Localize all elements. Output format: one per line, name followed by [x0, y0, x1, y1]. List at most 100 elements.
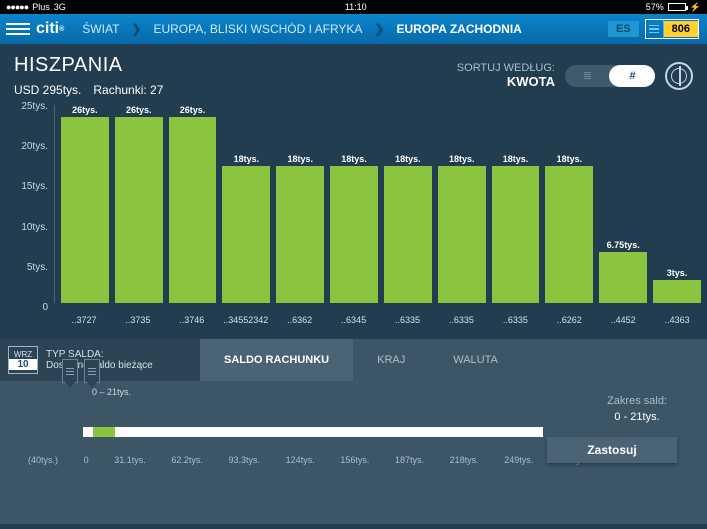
language-button[interactable]: ES [608, 21, 639, 37]
slider-area: 0 – 21tys. Zakres sald: 0 - 21tys. Zasto… [0, 381, 707, 465]
status-bar: ●●●●● Plus 3G 11:10 57% ⚡ [0, 0, 707, 14]
bar[interactable]: 26tys. [61, 105, 109, 303]
bar-rect [653, 280, 701, 303]
y-tick: 10tys. [14, 222, 48, 223]
bar[interactable]: 18tys. [276, 105, 324, 303]
calendar-icon: WRZ 10 [8, 346, 38, 374]
menu-button[interactable] [6, 23, 30, 35]
bar[interactable]: 18tys. [384, 105, 432, 303]
bars-view-icon: ≣ [565, 69, 610, 82]
country-title: HISZPANIA [14, 54, 163, 77]
bar-rect [545, 166, 593, 303]
x-tick: ..4363 [653, 315, 701, 325]
slider-tick: 31.1tys. [114, 455, 146, 465]
globe-icon[interactable] [665, 62, 693, 90]
x-tick: ..3735 [114, 315, 162, 325]
date-cell[interactable]: WRZ 10 TYP SALDA: Dostępne saldo bieżące [0, 339, 200, 381]
bar-value-label: 26tys. [180, 105, 206, 115]
tab-balance[interactable]: SALDO RACHUNKU [200, 339, 353, 381]
bar[interactable]: 18tys. [222, 105, 270, 303]
slider-tick: 187tys. [395, 455, 424, 465]
slider-tick: 62.2tys. [171, 455, 203, 465]
date-day: 10 [9, 359, 37, 370]
account-count: Rachunki: 27 [93, 83, 163, 97]
chevron-icon: ❯ [131, 22, 141, 36]
bar-value-label: 6.75tys. [607, 240, 640, 250]
bar-value-label: 26tys. [126, 105, 152, 115]
x-tick: ..3727 [60, 315, 108, 325]
count-value: 806 [664, 21, 698, 37]
sort-label: SORTUJ WEDŁUG: [457, 62, 555, 74]
x-tick: ..6345 [330, 315, 378, 325]
bar-value-label: 18tys. [503, 154, 529, 164]
date-month: WRZ [14, 350, 32, 359]
bar[interactable]: 6.75tys. [599, 105, 647, 303]
network-label: 3G [54, 2, 66, 12]
bar[interactable]: 18tys. [330, 105, 378, 303]
slider-tick: (40tys.) [28, 455, 58, 465]
y-tick: 20tys. [14, 141, 48, 142]
battery-icon [668, 3, 686, 11]
list-icon [646, 20, 664, 38]
nav-world[interactable]: ŚWIAT [72, 22, 129, 36]
carrier-label: Plus [32, 2, 50, 12]
slider-ticks: (40tys.)031.1tys.62.2tys.93.3tys.124tys.… [28, 455, 588, 465]
bar-rect [599, 252, 647, 303]
bar-rect [438, 166, 486, 303]
bar-rect [222, 166, 270, 303]
slider-tick: 249tys. [504, 455, 533, 465]
slider-tick: 124tys. [286, 455, 315, 465]
range-title: Zakres sald: [607, 395, 667, 407]
x-tick: ..34552342 [222, 315, 270, 325]
slider-handle-max[interactable] [84, 359, 100, 383]
x-tick: ..6262 [545, 315, 593, 325]
bar[interactable]: 18tys. [545, 105, 593, 303]
bar[interactable]: 18tys. [438, 105, 486, 303]
x-tick: ..6335 [437, 315, 485, 325]
y-tick: 5tys. [14, 262, 48, 263]
bar-rect [330, 166, 378, 303]
bar-value-label: 18tys. [234, 154, 260, 164]
bars: 26tys. 26tys. 26tys. 18tys. 18tys. 18tys. 18ty… [55, 105, 701, 303]
y-tick: 25tys. [14, 101, 48, 102]
bar-rect [169, 117, 217, 303]
count-box[interactable]: 806 [645, 19, 699, 39]
bar-rect [276, 166, 324, 303]
x-tick: ..6335 [491, 315, 539, 325]
bar-rect [384, 166, 432, 303]
header-info: HISZPANIA USD 295tys. Rachunki: 27 SORTU… [0, 44, 707, 101]
bar-rect [61, 117, 109, 303]
hash-view-icon: # [610, 70, 655, 82]
y-tick: 15tys. [14, 181, 48, 182]
bar[interactable]: 3tys. [653, 105, 701, 303]
nav-region[interactable]: EUROPA, BLISKI WSCHÓD I AFRYKA [143, 22, 372, 36]
sort-value: KWOTA [457, 74, 555, 89]
slider-handle-min[interactable] [62, 359, 78, 383]
bar-value-label: 26tys. [72, 105, 98, 115]
signal-dots-icon: ●●●●● [6, 2, 28, 12]
total-amount: USD 295tys. [14, 83, 81, 97]
bar-value-label: 18tys. [341, 154, 367, 164]
chevron-icon: ❯ [374, 22, 384, 36]
x-tick: ..6335 [384, 315, 432, 325]
y-axis: 25tys.20tys.15tys.10tys.5tys.0 [14, 101, 54, 303]
apply-button[interactable]: Zastosuj [547, 437, 677, 463]
clock: 11:10 [345, 2, 367, 12]
tab-currency[interactable]: WALUTA [429, 339, 522, 381]
nav-subregion[interactable]: EUROPA ZACHODNIA [386, 22, 531, 36]
battery-pct: 57% [646, 2, 664, 12]
bar[interactable]: 26tys. [169, 105, 217, 303]
tab-country[interactable]: KRAJ [353, 339, 429, 381]
top-nav: citi® ŚWIAT ❯ EUROPA, BLISKI WSCHÓD I AF… [0, 14, 707, 44]
charging-icon: ⚡ [690, 2, 701, 13]
bar-value-label: 18tys. [395, 154, 421, 164]
bottom-panel: WRZ 10 TYP SALDA: Dostępne saldo bieżące… [0, 339, 707, 524]
x-tick: ..3746 [168, 315, 216, 325]
bar-rect [115, 117, 163, 303]
bar-value-label: 3tys. [667, 268, 688, 278]
bar[interactable]: 18tys. [492, 105, 540, 303]
slider-track[interactable] [83, 427, 543, 437]
view-toggle[interactable]: ≣ # [565, 65, 655, 87]
bar[interactable]: 26tys. [115, 105, 163, 303]
slider-tick: 0 [84, 455, 89, 465]
